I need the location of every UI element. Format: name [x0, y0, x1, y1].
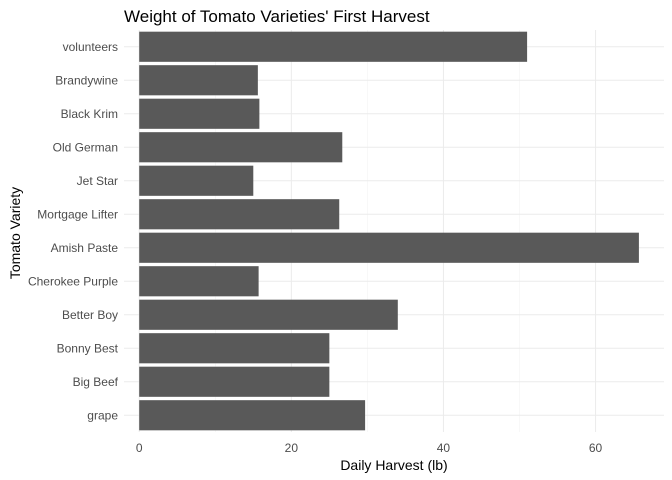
bar: [139, 299, 398, 330]
bar: [139, 333, 330, 364]
bar: [139, 98, 260, 129]
bar: [139, 65, 258, 96]
y-tick-label: Black Krim: [61, 107, 118, 121]
y-tick-labels: volunteers Brandywine Black Krim Old German…: [28, 40, 119, 423]
chart-title: Weight of Tomato Varieties' First Harves…: [124, 7, 430, 26]
y-tick-label: volunteers: [63, 40, 118, 54]
bar: [139, 132, 343, 163]
bar: [139, 232, 639, 263]
bar: [139, 165, 254, 196]
y-tick-label: grape: [87, 408, 118, 422]
y-tick-label: Old German: [53, 140, 118, 154]
y-tick-label: Amish Paste: [51, 241, 119, 255]
y-tick-label: Jet Star: [77, 174, 118, 188]
x-tick-label: 20: [285, 441, 299, 455]
x-axis-title: Daily Harvest (lb): [340, 457, 447, 473]
bar: [139, 266, 259, 297]
y-tick-label: Bonny Best: [57, 341, 119, 355]
bar: [139, 31, 528, 62]
x-tick-labels: 0 20 40 60: [136, 441, 603, 455]
y-tick-label: Better Boy: [62, 308, 118, 322]
bars: [139, 31, 639, 431]
bar: [139, 366, 330, 397]
y-tick-label: Brandywine: [55, 73, 118, 87]
x-tick-label: 60: [589, 441, 603, 455]
bar: [139, 400, 366, 431]
y-tick-label: Cherokee Purple: [28, 274, 118, 288]
x-tick-label: 0: [136, 441, 143, 455]
y-axis-title: Tomato Variety: [7, 187, 23, 279]
y-tick-label: Big Beef: [73, 375, 119, 389]
y-tick-label: Mortgage Lifter: [37, 207, 118, 221]
x-tick-label: 40: [437, 441, 451, 455]
bar: [139, 199, 340, 230]
